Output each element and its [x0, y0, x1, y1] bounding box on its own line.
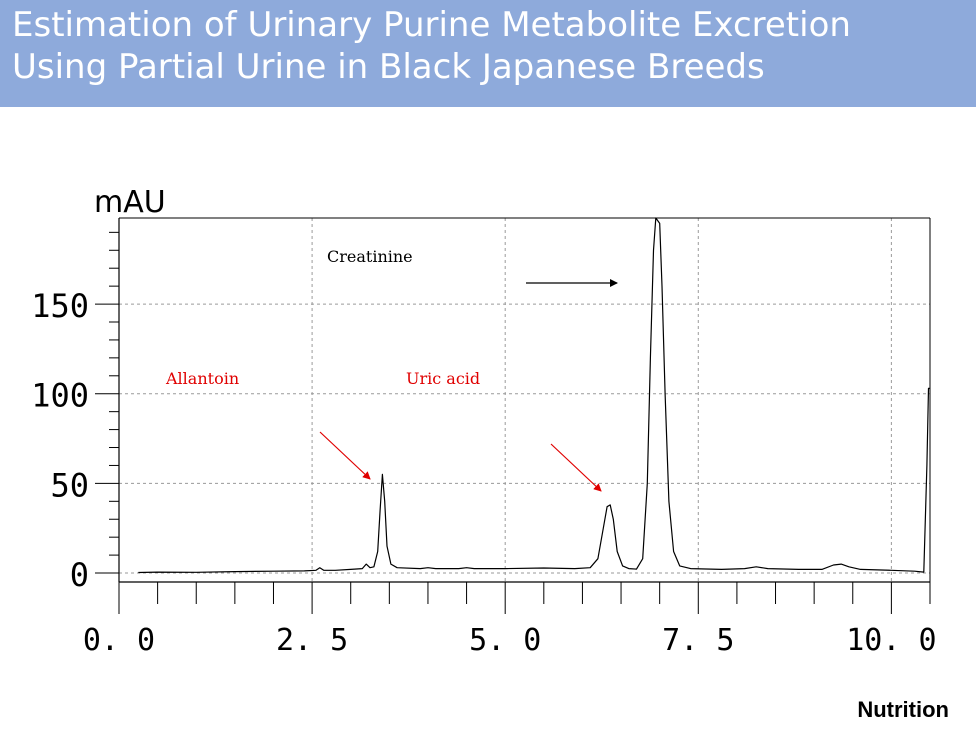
series-line — [138, 217, 930, 574]
axis-ticks — [95, 231, 931, 614]
y-tick-label: 0 — [70, 556, 89, 594]
y-axis-label: mAU — [94, 185, 166, 220]
title-line-1: Estimation of Urinary Purine Metabolite … — [12, 5, 851, 45]
x-tick-label: 10. 0 — [846, 623, 936, 658]
annotation-arrow — [319, 431, 371, 480]
title-banner: Estimation of Urinary Purine Metabolite … — [0, 0, 976, 107]
x-tick-label: 0. 0 — [83, 623, 155, 658]
y-tick-label: 50 — [50, 466, 89, 504]
annotation-label: Creatinine — [327, 247, 413, 266]
peak-annotations: Allantoin Uric acid Creatinine — [165, 247, 618, 492]
annotation-label: Allantoin — [165, 369, 239, 388]
annotation-arrow — [550, 443, 602, 492]
grid-lines — [119, 218, 930, 582]
axes — [118, 217, 931, 583]
y-tick-label: 100 — [31, 377, 89, 415]
title-line-2: Using Partial Urine in Black Japanese Br… — [12, 47, 765, 87]
footer-label: Nutrition — [857, 697, 949, 722]
tick-labels: 0 50 100 150 0. 0 2. 5 5. 0 7. 5 10. 0 mAU — [31, 185, 936, 658]
x-tick-label: 7. 5 — [662, 623, 734, 658]
chromatogram-trace — [138, 217, 930, 574]
x-tick-label: 5. 0 — [469, 623, 541, 658]
annotation-label: Uric acid — [406, 369, 480, 388]
y-tick-label: 150 — [31, 287, 89, 325]
x-tick-label: 2. 5 — [276, 623, 348, 658]
